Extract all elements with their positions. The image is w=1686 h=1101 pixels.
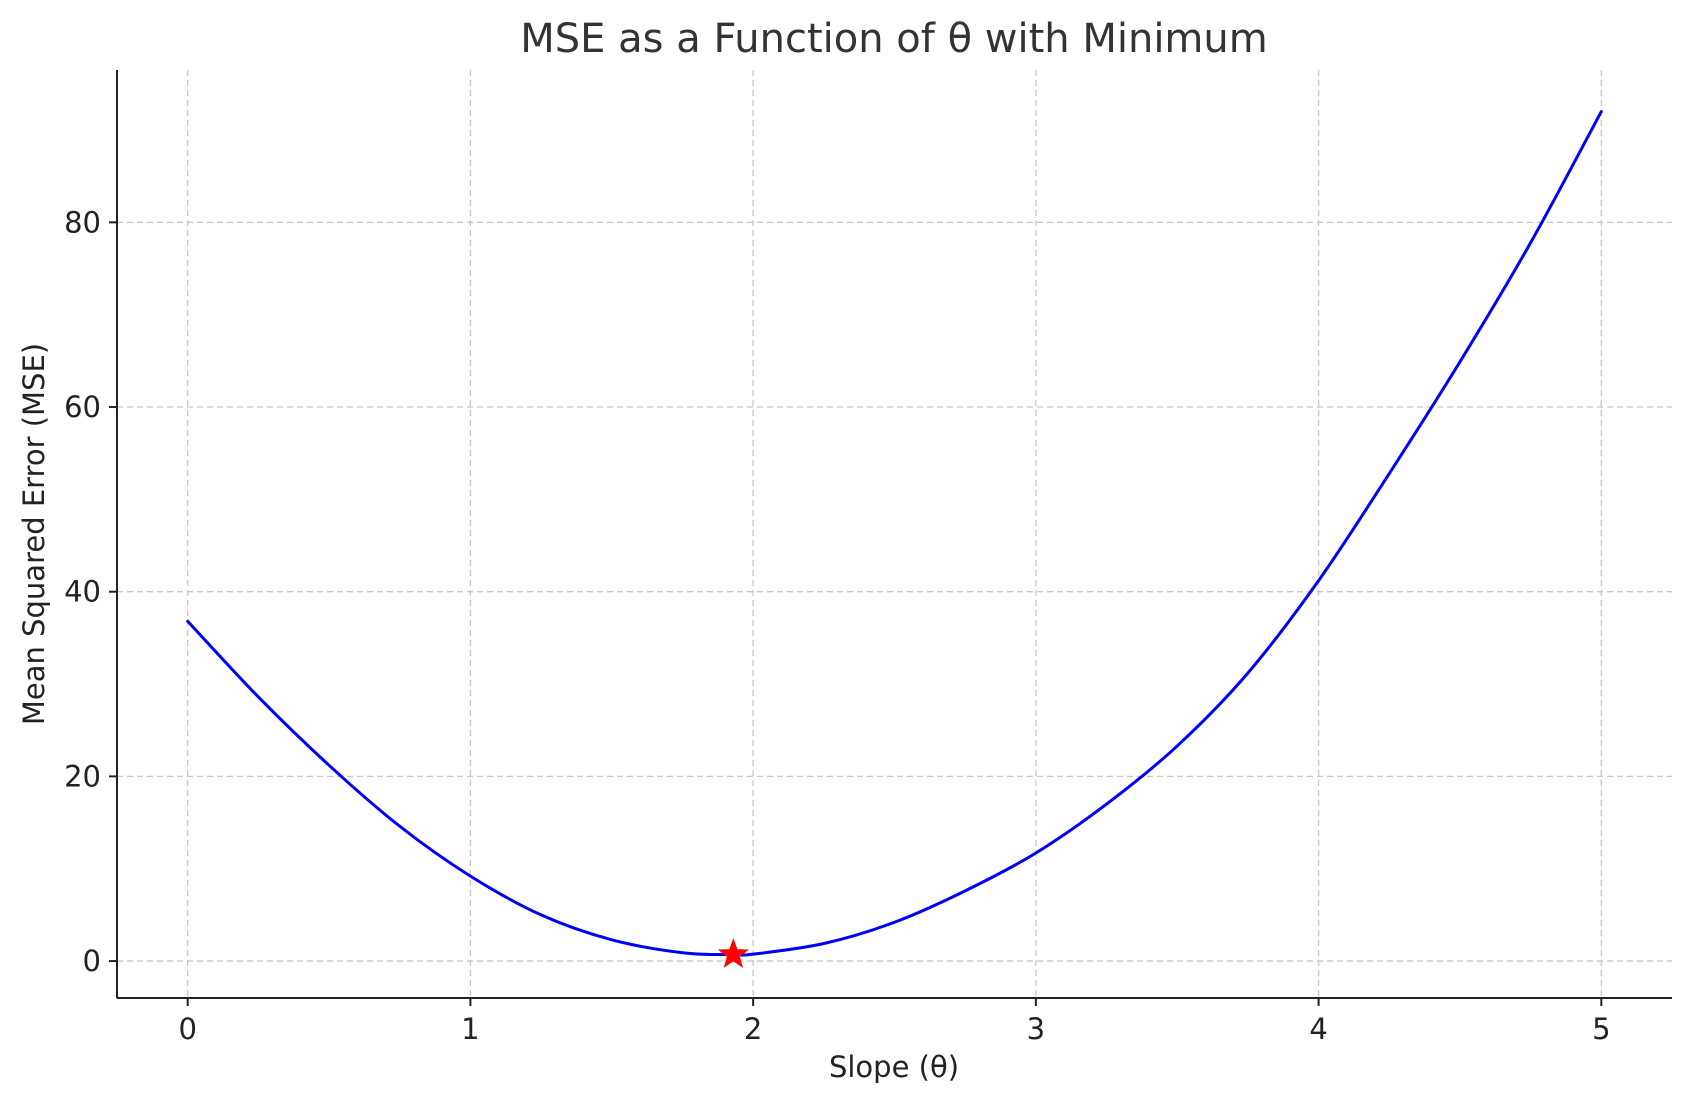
chart-title: MSE as a Function of θ with Minimum: [520, 16, 1267, 62]
spine-layer: [116, 70, 1672, 999]
x-tick-label: 2: [744, 1012, 762, 1046]
y-tick-label: 60: [64, 390, 101, 424]
marker-layer: [717, 938, 749, 968]
y-tick-label: 40: [64, 575, 101, 609]
ticks-layer: 0 1 2 3 4 5 0 20 40 60 80: [64, 205, 1610, 1046]
y-axis-label: Mean Squared Error (MSE): [17, 343, 51, 725]
x-tick-label: 3: [1027, 1012, 1045, 1046]
series-layer: [186, 110, 1603, 957]
y-tick-label: 0: [83, 944, 101, 978]
grid-layer: [117, 70, 1672, 998]
x-axis-label: Slope (θ): [829, 1050, 959, 1084]
x-tick-label: 0: [178, 1012, 196, 1046]
x-tick-label: 4: [1309, 1012, 1327, 1046]
y-tick-label: 20: [64, 759, 101, 793]
y-tick-label: 80: [64, 205, 101, 239]
mse-curve-line: [186, 110, 1603, 957]
x-tick-label: 1: [461, 1012, 479, 1046]
x-tick-label: 5: [1592, 1012, 1610, 1046]
minimum-star-marker: [717, 938, 749, 968]
